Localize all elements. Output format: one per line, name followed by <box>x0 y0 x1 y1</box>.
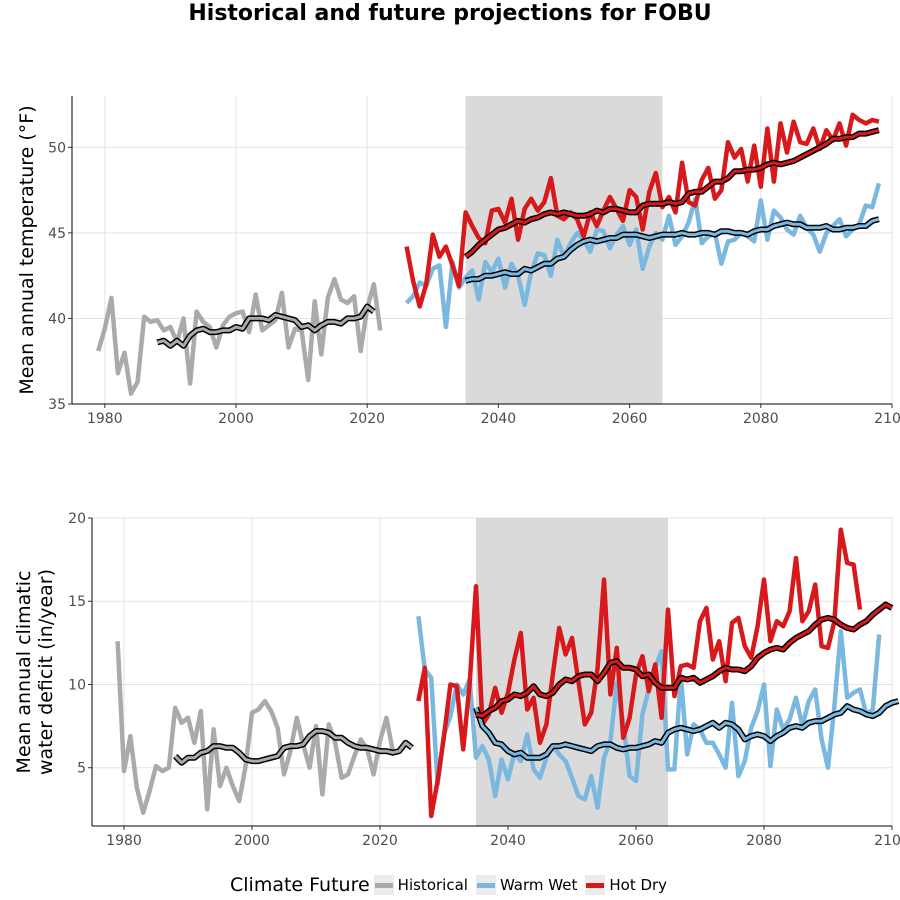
legend: Climate Future Historical Warm Wet Hot D… <box>230 872 675 898</box>
legend-item-historical: Historical <box>373 875 468 895</box>
y-tick-label: 40 <box>48 311 66 327</box>
x-tick-label: 1980 <box>87 411 123 427</box>
legend-label-warm-wet: Warm Wet <box>499 876 578 894</box>
y-axis-label: Mean annual climatic <box>13 571 35 774</box>
y-axis-label: water deficit (in/year) <box>35 569 57 775</box>
chart-title: Historical and future projections for FO… <box>188 1 712 26</box>
y-tick-label: 45 <box>48 226 66 242</box>
legend-item-hot-dry: Hot Dry <box>585 875 667 895</box>
legend-label-historical: Historical <box>397 876 468 894</box>
y-tick-label: 15 <box>68 594 86 610</box>
x-tick-label: 2000 <box>218 411 254 427</box>
legend-key-warm-wet <box>475 875 496 895</box>
smooth-line-historical <box>156 305 375 348</box>
y-tick-label: 35 <box>48 397 66 413</box>
legend-key-hot-dry <box>585 875 606 895</box>
x-tick-label: 2000 <box>234 833 270 849</box>
temperature-panel: 35 40 45 50 1980 2000 2020 2040 2060 2080 2100 Mean… <box>16 96 900 427</box>
legend-item-warm-wet: Warm Wet <box>475 875 578 895</box>
y-tick-label: 5 <box>77 761 86 777</box>
smooth-line-hot-dry <box>464 128 880 258</box>
x-tick-label: 2100 <box>874 833 900 849</box>
legend-label-hot-dry: Hot Dry <box>609 876 668 894</box>
series-line-hot-dry <box>416 527 863 819</box>
y-tick-label: 10 <box>68 677 86 693</box>
legend-title: Climate Future <box>230 874 370 896</box>
shaded-period <box>465 96 663 404</box>
legend-key-historical <box>373 875 394 895</box>
series-line-historical <box>96 276 383 396</box>
x-tick-label: 2020 <box>349 411 385 427</box>
smooth-line-warm-wet <box>465 217 880 283</box>
x-tick-label: 2020 <box>362 833 398 849</box>
series-line-warm-wet <box>404 182 882 330</box>
smooth-line-warm-wet <box>474 699 899 760</box>
y-tick-label: 50 <box>48 140 66 156</box>
x-tick-label: 2060 <box>618 833 654 849</box>
x-tick-label: 2040 <box>490 833 526 849</box>
x-tick-label: 2100 <box>874 411 900 427</box>
smooth-line-hot-dry <box>475 603 893 718</box>
x-tick-label: 2080 <box>743 411 779 427</box>
smooth-line-historical <box>174 729 413 765</box>
water-deficit-panel: 5 10 15 20 1980 2000 2020 2040 2060 2080 2100 Mean … <box>13 511 900 849</box>
x-tick-label: 1980 <box>106 833 142 849</box>
y-axis-label: Mean annual temperature (°F) <box>16 105 38 394</box>
x-tick-label: 2040 <box>481 411 517 427</box>
x-tick-label: 2060 <box>612 411 648 427</box>
y-tick-label: 20 <box>68 511 86 527</box>
series-line-historical <box>115 641 396 815</box>
x-tick-label: 2080 <box>746 833 782 849</box>
